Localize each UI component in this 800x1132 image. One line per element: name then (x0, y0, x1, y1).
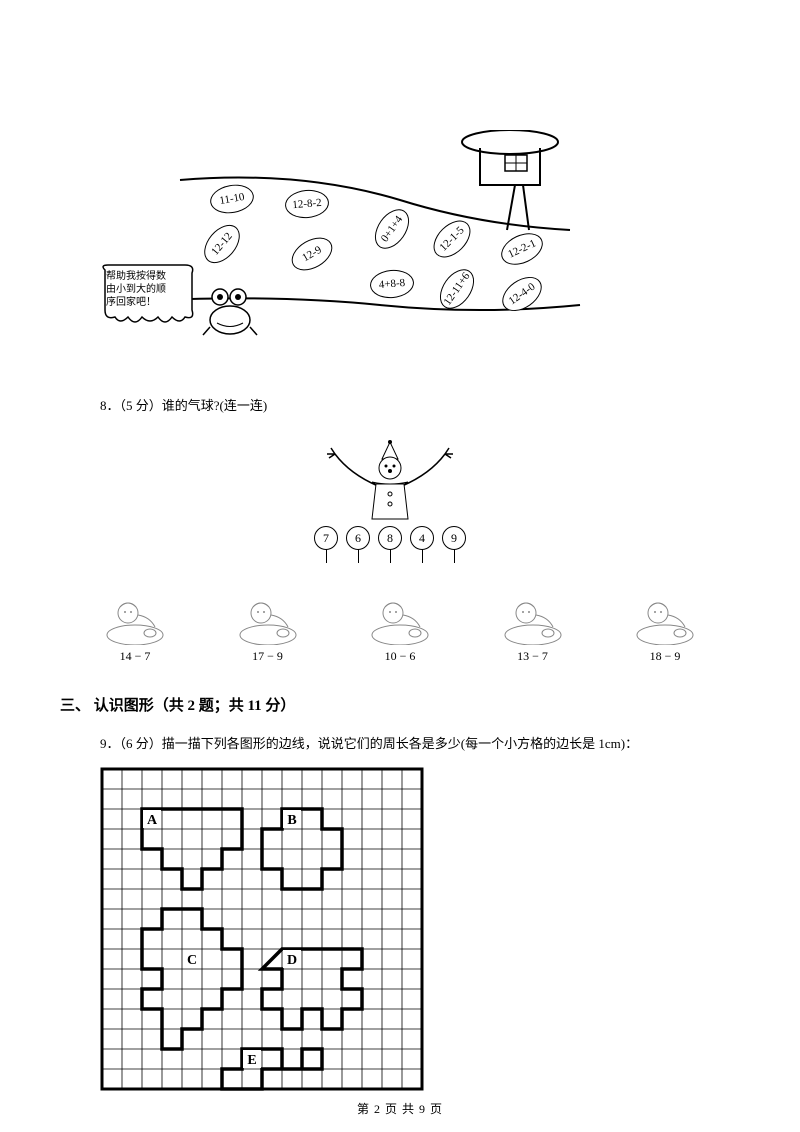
svg-text:B: B (287, 813, 296, 828)
child-item: 10 − 6 (365, 595, 435, 664)
balloon: 9 (442, 526, 466, 550)
grid-svg: A B C D E (100, 767, 424, 1091)
section-3-title-text: 三、 认识图形（共 2 题；共 11 分） (60, 698, 295, 714)
speech-bubble-text: 帮助我按得数 由小到大的顺 序回家吧！ (106, 270, 190, 309)
q8-text: 谁的气球?(连一连) (162, 398, 267, 413)
balloon: 4 (410, 526, 434, 550)
q8-points: （5 分） (120, 398, 162, 413)
balloon: 6 (346, 526, 370, 550)
svg-text:A: A (147, 813, 158, 828)
q8-number: 8． (100, 398, 120, 413)
balloon: 8 (378, 526, 402, 550)
svg-text:E: E (247, 1053, 256, 1068)
child-item: 13 − 7 (498, 595, 568, 664)
grid-figure: A B C D E (100, 767, 740, 1096)
section-3-title: 三、 认识图形（共 2 题；共 11 分） (60, 694, 740, 715)
balloon-row: 76849 (180, 526, 600, 550)
clown-svg (290, 439, 490, 524)
footer-text: 第 2 页 共 9 页 (357, 1102, 443, 1116)
question-9: 9．（6 分）描一描下列各图形的边线，说说它们的周长各是多少(每一个小方格的边长… (100, 733, 740, 752)
child-item: 17 − 9 (233, 595, 303, 664)
frog-river-figure: 帮助我按得数 由小到大的顺 序回家吧！ 11-1012-1212-8-212-9… (100, 130, 590, 370)
page-footer: 第 2 页 共 9 页 (0, 1100, 800, 1117)
q9-text: 描一描下列各图形的边线，说说它们的周长各是多少(每一个小方格的边长是 1cm)： (162, 736, 638, 751)
q9-points: （6 分） (120, 736, 162, 751)
svg-text:D: D (287, 953, 297, 968)
balloon: 7 (314, 526, 338, 550)
question-8: 8．（5 分）谁的气球?(连一连) (100, 395, 740, 414)
svg-text:C: C (187, 953, 197, 968)
child-item: 18 − 9 (630, 595, 700, 664)
clown-figure: 76849 (180, 439, 600, 550)
child-item: 14 − 7 (100, 595, 170, 664)
q9-number: 9． (100, 736, 120, 751)
children-row: 14 − 7 17 − 9 10 − 6 13 − 7 18 − 9 (100, 595, 700, 664)
